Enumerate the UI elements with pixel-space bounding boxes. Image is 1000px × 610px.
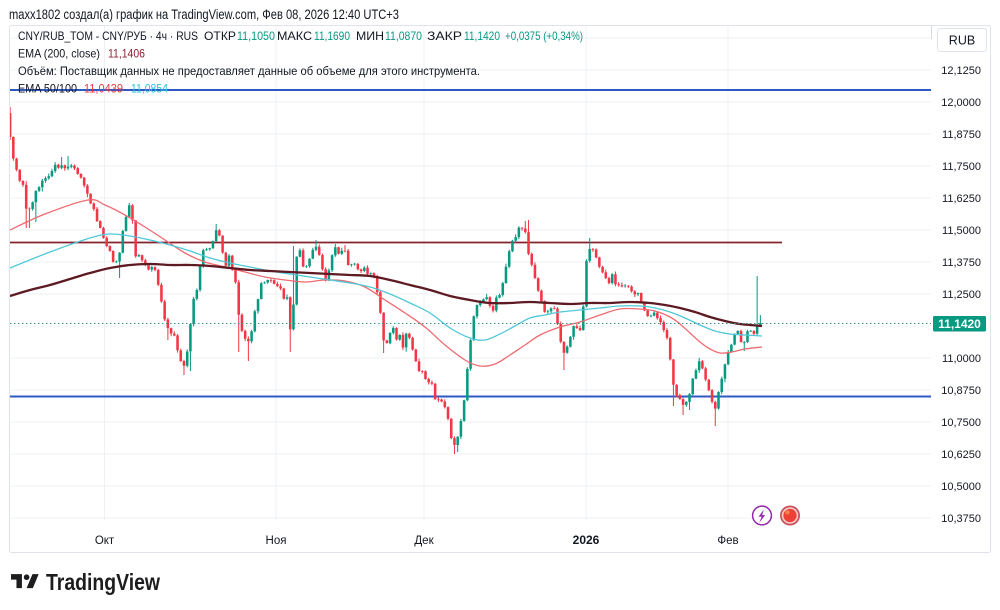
svg-text:11,1690: 11,1690: [314, 29, 350, 43]
svg-text:maxx1802 создал(а) график на T: maxx1802 создал(а) график на TradingView…: [9, 7, 399, 22]
svg-text:10,6250: 10,6250: [941, 449, 981, 461]
svg-text:11,1406: 11,1406: [108, 47, 145, 61]
svg-text:11,3750: 11,3750: [942, 257, 981, 269]
svg-text:10,5000: 10,5000: [941, 481, 981, 493]
svg-text:10,8750: 10,8750: [941, 385, 981, 397]
svg-text:11,0000: 11,0000: [942, 353, 981, 365]
svg-text:RUB: RUB: [949, 34, 975, 48]
svg-text:11,5000: 11,5000: [942, 225, 981, 237]
svg-text:ЗАКР: ЗАКР: [427, 29, 462, 43]
svg-text:EMA 50/100: EMA 50/100: [18, 82, 77, 96]
svg-text:11,0439: 11,0439: [84, 82, 123, 96]
svg-text:11,2500: 11,2500: [942, 289, 981, 301]
svg-text:МАКС: МАКС: [277, 29, 312, 43]
svg-text:11,7500: 11,7500: [942, 161, 981, 173]
svg-text:МИН: МИН: [356, 29, 384, 43]
svg-text:EMA (200, close): EMA (200, close): [18, 47, 100, 61]
svg-text:Фев: Фев: [717, 535, 738, 547]
svg-text:11,1420: 11,1420: [938, 317, 981, 331]
svg-text:Окт: Окт: [95, 535, 115, 547]
svg-text:10,3750: 10,3750: [941, 513, 981, 525]
svg-text:12,0000: 12,0000: [941, 97, 981, 109]
svg-text:ОТКР: ОТКР: [204, 29, 236, 43]
svg-text:11,1050: 11,1050: [237, 29, 275, 43]
svg-text:12,1250: 12,1250: [941, 65, 981, 77]
svg-text:10,7500: 10,7500: [941, 417, 981, 429]
svg-text:11,1420: 11,1420: [464, 29, 500, 43]
svg-text:2026: 2026: [573, 533, 600, 547]
svg-text:11,0854: 11,0854: [131, 82, 168, 96]
svg-text:Объём: Поставщик данных не пре: Объём: Поставщик данных не предоставляет…: [18, 64, 480, 78]
svg-text:Ноя: Ноя: [266, 535, 287, 547]
svg-text:Дек: Дек: [414, 535, 434, 547]
svg-text:11,6250: 11,6250: [942, 193, 981, 205]
svg-text:CNY/RUB_TOM - CNY/РУБ · 4ч · R: CNY/RUB_TOM - CNY/РУБ · 4ч · RUS: [18, 29, 198, 43]
svg-text:11,0870: 11,0870: [385, 29, 422, 43]
svg-text:TradingView: TradingView: [46, 569, 160, 595]
svg-text:+0,0375 (+0,34%): +0,0375 (+0,34%): [505, 29, 583, 43]
svg-text:11,8750: 11,8750: [942, 129, 981, 141]
